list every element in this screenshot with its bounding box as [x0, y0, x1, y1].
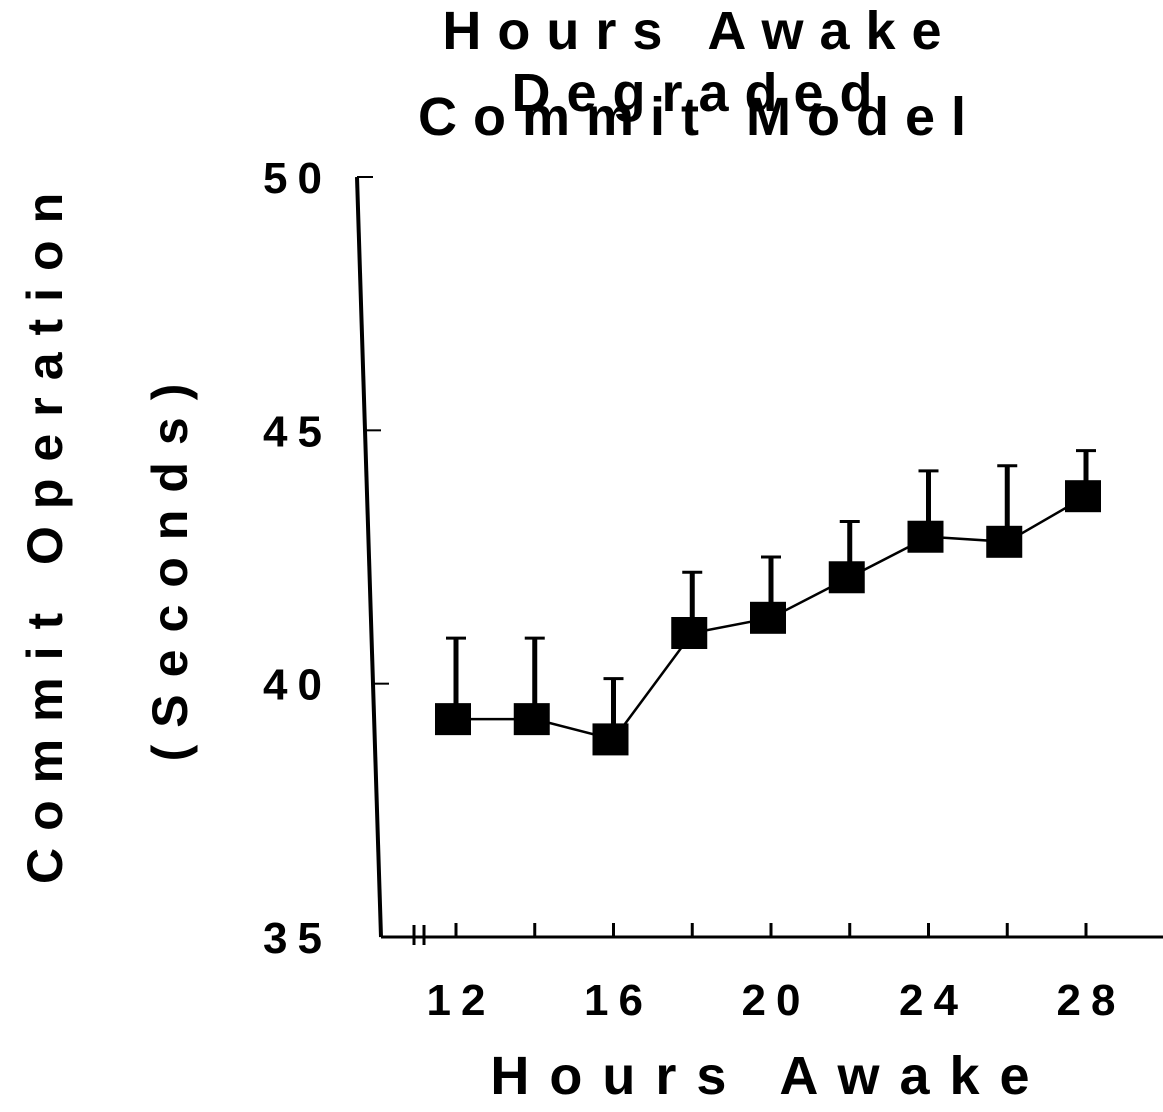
- x-tick-label-12: 12: [427, 976, 496, 1025]
- x-tick-label-20: 20: [742, 976, 811, 1025]
- data-point-26: [986, 525, 1023, 558]
- chart-title-line-2: Commit Model: [418, 87, 982, 147]
- data-point-22: [828, 561, 865, 594]
- y-tick-label-45: 45: [263, 407, 332, 456]
- x-tick-label-16: 16: [584, 976, 653, 1025]
- x-tick-label-24: 24: [899, 976, 968, 1025]
- data-point-28: [1065, 480, 1101, 513]
- chart-title-line-1: Hours Awake Degraded: [442, 1, 958, 123]
- data-point-14: [513, 703, 550, 736]
- y-tick-label-50: 50: [263, 154, 332, 203]
- x-tick-label-28: 28: [1057, 976, 1126, 1025]
- data-point-24: [907, 520, 944, 553]
- data-point-16: [592, 723, 629, 756]
- data-point-18: [671, 617, 708, 649]
- y-axis-line: [355, 176, 383, 938]
- data-point-20: [750, 601, 786, 634]
- data-point-12: [435, 703, 471, 736]
- y-tick-label-40: 40: [263, 661, 332, 710]
- y-tick-label-35: 35: [263, 914, 332, 963]
- x-axis-label: Hours Awake: [490, 1046, 1050, 1106]
